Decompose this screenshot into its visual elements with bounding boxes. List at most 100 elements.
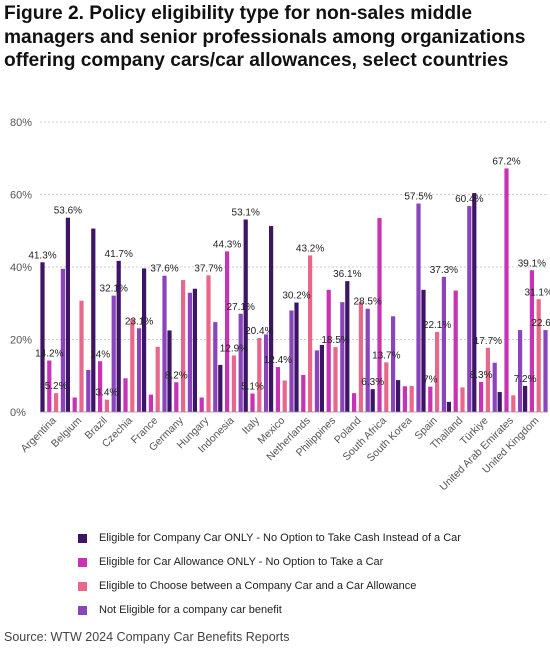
bar <box>536 299 541 412</box>
data-label: 39.1% <box>518 258 546 269</box>
bar <box>98 361 103 412</box>
bar <box>435 331 440 412</box>
bar <box>123 378 128 412</box>
bar <box>167 330 172 412</box>
data-label: 31.1% <box>525 287 550 298</box>
bar <box>86 369 91 412</box>
bar <box>116 260 121 412</box>
data-label: 6.3% <box>361 377 384 388</box>
chart-title: Figure 2. Policy eligibility type for no… <box>4 3 526 71</box>
data-label: 41.7% <box>105 249 133 260</box>
bar <box>326 289 331 412</box>
bars <box>40 168 548 413</box>
bar <box>282 380 287 412</box>
bar <box>352 393 357 412</box>
bar <box>130 318 135 412</box>
data-label: 30.2% <box>282 291 310 302</box>
data-label: 5.1% <box>241 382 264 393</box>
bar <box>453 290 458 412</box>
legend-item-car-allowance-only: Eligible for Car Allowance ONLY - No Opt… <box>78 550 538 574</box>
legend-item-company-car-only: Eligible for Company Car ONLY - No Optio… <box>78 526 538 550</box>
legend-label: Eligible to Choose between a Company Car… <box>99 580 417 592</box>
data-label: 57.5% <box>404 192 432 203</box>
bar <box>91 228 96 412</box>
bar <box>294 302 299 412</box>
bar <box>174 382 179 412</box>
legend-label: Eligible for Company Car ONLY - No Optio… <box>99 532 461 544</box>
bar <box>333 347 338 412</box>
data-label: 12.9% <box>220 343 248 354</box>
bar <box>289 310 294 412</box>
legend-swatch <box>78 533 87 543</box>
data-label: 41.3% <box>28 250 56 261</box>
data-label: 13.7% <box>372 350 400 361</box>
bar <box>467 206 472 412</box>
bar <box>225 251 230 412</box>
source-note: Source: WTW 2024 Company Car Benefits Re… <box>4 630 290 644</box>
bar <box>231 355 236 412</box>
bar <box>47 360 52 412</box>
bar <box>308 255 313 412</box>
bar <box>511 395 516 412</box>
legend: Eligible for Company Car ONLY - No Optio… <box>78 526 538 622</box>
bar <box>250 393 255 412</box>
bar <box>365 308 370 412</box>
legend-swatch <box>78 581 87 591</box>
y-tick-label: 80% <box>10 117 32 129</box>
bar <box>416 203 421 412</box>
bar <box>409 385 414 412</box>
data-label: 23.1% <box>125 316 153 327</box>
bar <box>504 168 509 412</box>
bar <box>257 338 262 412</box>
data-labels: 41.3% 14.2% 5.2% 53.6% 14% 3.4% 32.1% 41.7% 23.1… <box>28 156 550 398</box>
bar <box>218 364 223 413</box>
bar <box>213 322 218 412</box>
bar <box>199 397 204 412</box>
bar <box>523 385 528 412</box>
y-tick-label: 20% <box>10 335 32 347</box>
bar <box>319 344 324 412</box>
bar <box>269 226 274 412</box>
bar <box>370 389 375 412</box>
bar <box>155 346 160 412</box>
legend-item-choose-car-or-allowance: Eligible to Choose between a Company Car… <box>78 574 538 598</box>
bar <box>54 393 59 412</box>
legend-item-not-eligible: Not Eligible for a company car benefit <box>78 598 538 622</box>
bar <box>137 328 142 412</box>
data-label: 8.2% <box>165 370 188 381</box>
bar <box>79 300 84 412</box>
bar <box>40 262 45 412</box>
bar <box>446 401 451 412</box>
bar <box>65 217 70 412</box>
y-axis: 0% 20% 40% 60% 80% <box>10 117 32 419</box>
bar <box>441 276 446 412</box>
bar <box>192 288 197 412</box>
bar <box>275 367 280 412</box>
bar <box>396 380 401 412</box>
data-label: 14% <box>90 349 110 360</box>
bar <box>460 387 465 412</box>
bar <box>264 334 269 412</box>
y-tick-label: 0% <box>10 407 26 419</box>
bar <box>187 292 192 412</box>
data-label: 53.6% <box>54 206 82 217</box>
bar <box>428 386 433 413</box>
data-label: 53.1% <box>232 208 260 219</box>
bar <box>238 313 243 412</box>
legend-swatch <box>78 605 87 615</box>
bar <box>148 394 153 412</box>
data-label: 22.1% <box>423 320 451 331</box>
bar <box>377 218 382 412</box>
bar <box>497 392 502 412</box>
data-label: 22.6% <box>531 318 550 329</box>
bar <box>391 316 396 412</box>
bar <box>162 275 167 412</box>
data-label: 17.7% <box>474 336 502 347</box>
y-tick-label: 40% <box>10 262 32 274</box>
data-label: 5.2% <box>45 381 68 392</box>
data-label: 60.4% <box>455 194 483 205</box>
legend-label: Eligible for Car Allowance ONLY - No Opt… <box>99 556 384 568</box>
data-label: 14.2% <box>35 349 63 360</box>
bar <box>402 386 407 412</box>
data-label: 20.4% <box>245 326 273 337</box>
